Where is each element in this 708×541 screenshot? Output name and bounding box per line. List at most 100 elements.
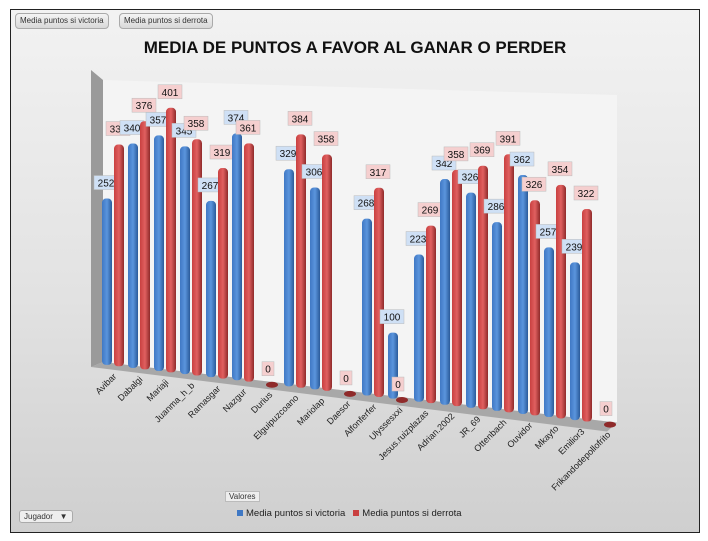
bar-victoria-Mariaji (154, 135, 164, 372)
data-label-bg (547, 161, 573, 177)
x-tick-label: Nazgur (221, 387, 249, 415)
data-label-bg (495, 131, 521, 146)
side-wall (91, 70, 103, 367)
data-label: 268 (358, 199, 375, 210)
data-label: 376 (136, 101, 153, 112)
bar-derrota-Ottenbach (504, 154, 514, 413)
x-tick-label: Ouvidor (505, 420, 534, 449)
jugador-filter-dropdown[interactable]: Jugador ▼ (19, 510, 73, 523)
plot-area: 252 336 Avibar 340 376 Dabalgi 357 401 Mariaji 34… (91, 70, 617, 493)
data-label-bg (313, 131, 339, 146)
x-tick-label: Durius (249, 389, 275, 415)
bar-derrota-Ramasgar (218, 168, 228, 379)
bar-derrota-Mkayto (556, 184, 566, 419)
bar-victoria-Mariolap (310, 187, 320, 390)
data-label-bg (365, 164, 391, 180)
bar-derrota-Alfonferfer (374, 187, 384, 397)
x-tick-label: Mariaji (145, 377, 171, 403)
bar-victoria-Nazgur (232, 133, 242, 381)
legend: Media puntos si victoria Media puntos si… (237, 508, 462, 519)
bar-victoria-Elguipuzcoano (284, 169, 294, 387)
bar-victoria-Ramasgar (206, 200, 216, 378)
bar-victoria-Emilior3 (570, 262, 580, 421)
bar-derrota-Jesus.ruizplazas (426, 225, 436, 404)
legend-swatch (353, 510, 360, 516)
x-tick-label: Daesor (325, 399, 353, 427)
bar-victoria-JR_69 (466, 192, 476, 408)
data-label: 319 (214, 148, 231, 159)
data-label-bg (573, 185, 599, 201)
bar-derrota-Mariolap (322, 154, 332, 391)
data-label: 358 (448, 150, 465, 161)
data-label: 252 (98, 179, 115, 190)
data-label: 340 (124, 124, 141, 135)
data-label: 361 (240, 123, 257, 134)
data-label: 358 (318, 135, 335, 146)
bar-victoria-Dabalgi (128, 143, 138, 368)
x-tick-label: JR_69 (457, 414, 482, 439)
bar-derrota-Nazgur (244, 143, 254, 382)
bar-victoria-Mkayto (544, 247, 554, 418)
data-label: 358 (188, 119, 205, 130)
zero-bar-marker (604, 421, 616, 428)
field-button-derrota[interactable]: Media puntos si derrota (119, 13, 213, 29)
chart-area: Media puntos si victoria Media puntos si… (10, 9, 700, 533)
bar-derrota-Juanma_h_b (192, 139, 202, 376)
zero-bar-marker (396, 397, 408, 404)
data-label-bg (391, 376, 405, 392)
data-label: 345 (176, 126, 193, 137)
bar-victoria-Adrian.2002 (440, 179, 450, 405)
data-label: 257 (540, 227, 557, 238)
zero-bar-marker (266, 381, 278, 388)
x-tick-label: Avibar (93, 371, 118, 396)
data-label: 401 (162, 88, 179, 99)
bar-derrota-Mariaji (166, 107, 176, 373)
data-label: 384 (292, 114, 309, 125)
data-label: 336 (110, 125, 127, 136)
data-label: 0 (395, 380, 401, 391)
bar-derrota-Elguipuzcoano (296, 134, 306, 388)
data-label-bg (157, 84, 183, 100)
field-button-victoria[interactable]: Media puntos si victoria (15, 13, 109, 29)
floor (91, 362, 617, 432)
bar-victoria-Jesus.ruizplazas (414, 254, 424, 402)
data-label: 267 (202, 181, 219, 192)
jugador-label: Jugador (24, 512, 53, 521)
bar-derrota-JR_69 (478, 165, 488, 410)
data-label: 100 (384, 313, 401, 324)
data-label: 306 (306, 167, 323, 178)
data-label-bg (287, 111, 313, 126)
data-label: 286 (488, 202, 505, 213)
legend-item-victoria[interactable]: Media puntos si victoria (237, 508, 345, 519)
data-label: 362 (514, 155, 531, 166)
data-label: 391 (500, 134, 517, 145)
data-label-bg (183, 115, 209, 131)
data-label: 223 (410, 235, 427, 246)
chart-title: MEDIA DE PUNTOS A FAVOR AL GANAR O PERDE… (143, 38, 567, 57)
legend-item-derrota[interactable]: Media puntos si derrota (353, 508, 462, 519)
data-label-bg (599, 401, 613, 416)
data-label: 0 (603, 405, 609, 416)
legend-label: Media puntos si derrota (362, 508, 462, 519)
data-label: 0 (265, 365, 271, 376)
data-label: 0 (343, 374, 349, 385)
back-wall (103, 80, 617, 423)
data-label-bg (339, 370, 353, 386)
bar-victoria-Ottenbach (492, 222, 502, 411)
bar-derrota-Avibar (114, 144, 124, 367)
data-label-bg (379, 309, 405, 324)
data-label: 374 (228, 113, 245, 124)
data-label: 329 (280, 149, 297, 160)
values-field-button[interactable]: Valores (225, 491, 260, 502)
data-label: 322 (578, 189, 595, 200)
data-label-bg (261, 361, 275, 376)
bar-victoria-Avibar (102, 198, 112, 365)
data-label-bg (509, 151, 535, 167)
data-label: 369 (474, 146, 491, 157)
legend-swatch (237, 510, 243, 516)
x-tick-label: Mkayto (533, 423, 561, 451)
zero-bar-marker (344, 390, 356, 397)
bar-derrota-Emilior3 (582, 209, 592, 422)
bar-derrota-Dabalgi (140, 121, 150, 370)
